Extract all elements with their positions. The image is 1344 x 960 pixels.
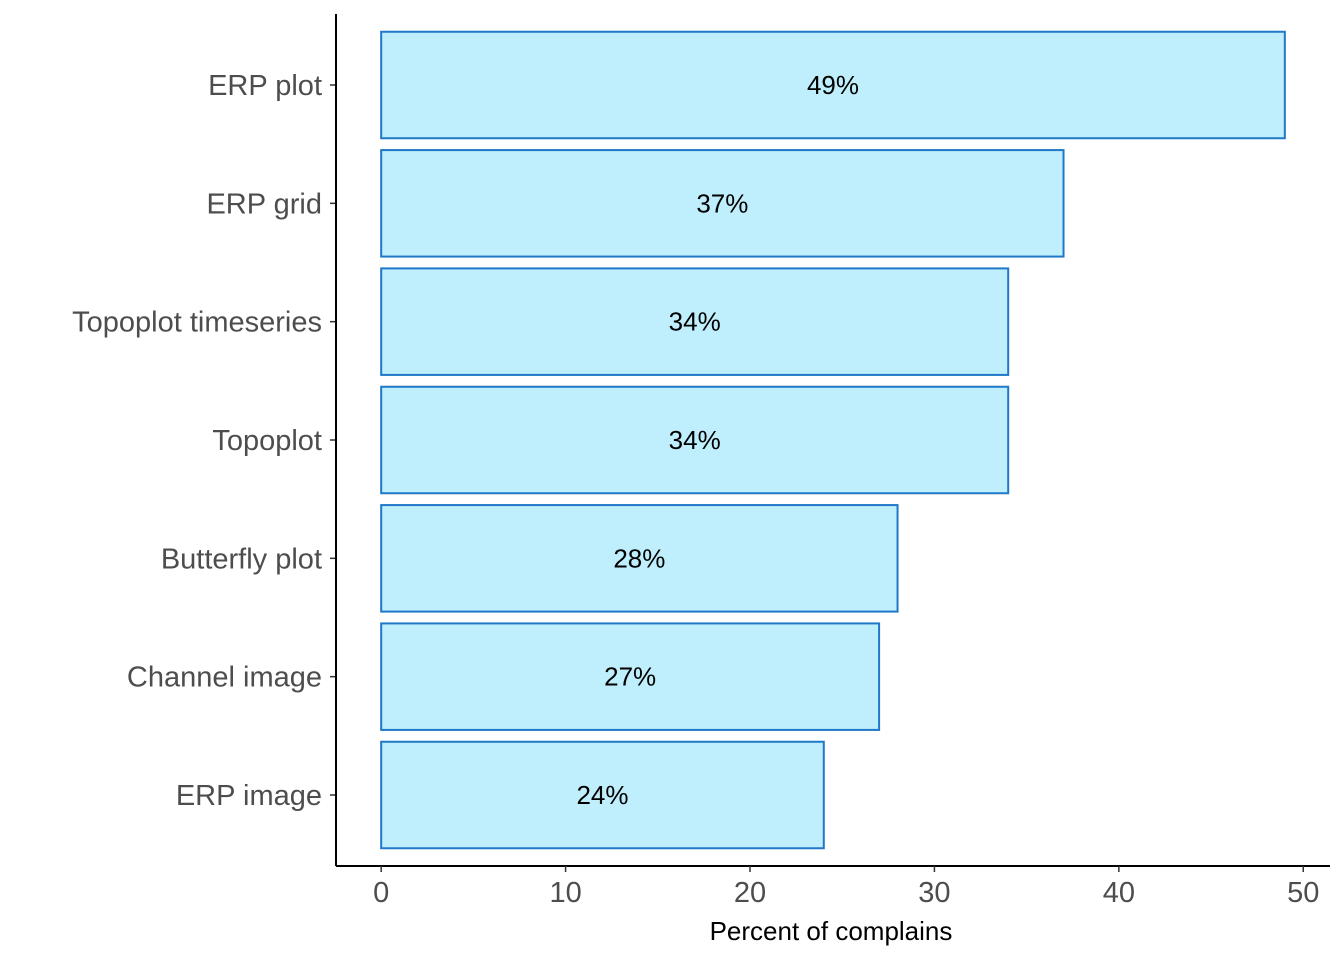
x-tick-label: 10 (549, 877, 581, 909)
y-tick-label: ERP plot (208, 70, 322, 102)
x-axis-title: Percent of complains (710, 916, 953, 946)
y-tick-label: ERP image (176, 780, 322, 812)
bar (380, 267, 1010, 376)
x-tick-label: 0 (373, 877, 389, 909)
data-label: 34% (669, 307, 721, 337)
bars-group (380, 30, 1286, 850)
bar (380, 622, 881, 731)
y-tick-label: ERP grid (206, 188, 322, 220)
y-tick-label: Butterfly plot (161, 543, 322, 575)
y-tick-label: Topoplot (212, 425, 322, 457)
data-label: 37% (696, 188, 748, 218)
bar (380, 504, 899, 613)
bar (380, 149, 1065, 258)
data-label: 24% (576, 780, 628, 810)
bar (380, 740, 825, 850)
data-label: 27% (604, 662, 656, 692)
y-tick-label: Topoplot timeseries (72, 307, 322, 339)
bar (380, 30, 1286, 140)
y-tick-label: Channel image (127, 662, 322, 694)
x-axis: 0 10 20 30 40 50 (336, 865, 1330, 909)
data-labels-group: 49% 37% 34% 34% 28% 27% 24% (576, 70, 859, 810)
y-axis: ERP plot ERP grid Topoplot timeseries Topop… (72, 14, 337, 866)
data-label: 49% (807, 70, 859, 100)
bar (380, 385, 1010, 495)
x-tick-label: 20 (734, 877, 766, 909)
data-label: 34% (669, 425, 721, 455)
x-tick-label: 50 (1287, 877, 1319, 909)
x-tick-label: 40 (1103, 877, 1135, 909)
data-label: 28% (613, 543, 665, 573)
x-tick-label: 30 (918, 877, 950, 909)
